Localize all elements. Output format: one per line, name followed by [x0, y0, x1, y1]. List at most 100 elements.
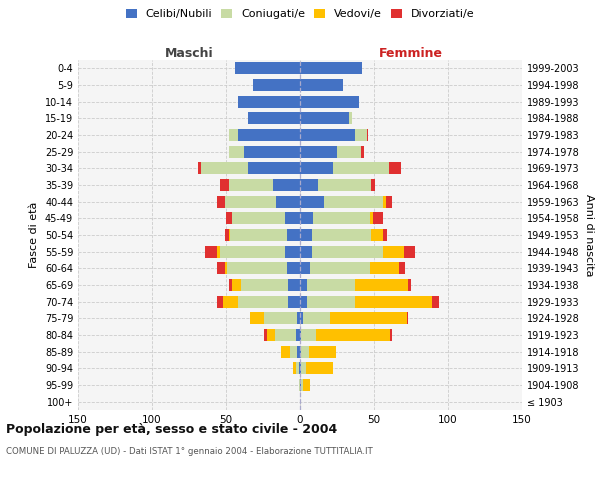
- Bar: [244, 146, 300, 158]
- Bar: [316, 329, 390, 341]
- Bar: [296, 362, 299, 374]
- Bar: [301, 362, 306, 374]
- Bar: [404, 246, 415, 258]
- Bar: [217, 296, 223, 308]
- Bar: [355, 296, 432, 308]
- Bar: [274, 179, 300, 191]
- Bar: [253, 79, 300, 91]
- Bar: [235, 62, 300, 74]
- Bar: [217, 262, 224, 274]
- Bar: [300, 179, 318, 191]
- Bar: [370, 212, 373, 224]
- Bar: [265, 312, 297, 324]
- Bar: [288, 296, 300, 308]
- Bar: [265, 329, 268, 341]
- Bar: [275, 329, 296, 341]
- Bar: [306, 362, 332, 374]
- Bar: [287, 262, 300, 274]
- Bar: [238, 129, 300, 141]
- Bar: [390, 329, 392, 341]
- Bar: [300, 279, 307, 291]
- Bar: [229, 229, 230, 241]
- Bar: [224, 196, 277, 207]
- Bar: [299, 379, 300, 391]
- Bar: [303, 312, 329, 324]
- Bar: [300, 346, 301, 358]
- Bar: [238, 296, 288, 308]
- Bar: [224, 262, 227, 274]
- Bar: [226, 212, 232, 224]
- Bar: [220, 246, 285, 258]
- Bar: [288, 279, 300, 291]
- Text: Femmine: Femmine: [379, 47, 443, 60]
- Text: Popolazione per età, sesso e stato civile - 2004: Popolazione per età, sesso e stato civil…: [6, 422, 337, 436]
- Bar: [310, 262, 370, 274]
- Bar: [307, 296, 355, 308]
- Bar: [355, 129, 367, 141]
- Bar: [296, 329, 300, 341]
- Bar: [300, 129, 355, 141]
- Bar: [232, 212, 285, 224]
- Bar: [230, 229, 287, 241]
- Bar: [238, 96, 300, 108]
- Bar: [201, 162, 248, 174]
- Bar: [223, 296, 238, 308]
- Bar: [329, 312, 407, 324]
- Bar: [250, 312, 265, 324]
- Bar: [300, 246, 312, 258]
- Bar: [293, 362, 296, 374]
- Bar: [386, 196, 392, 207]
- Bar: [301, 379, 303, 391]
- Bar: [370, 262, 399, 274]
- Bar: [307, 279, 355, 291]
- Bar: [300, 229, 312, 241]
- Bar: [220, 179, 229, 191]
- Bar: [268, 329, 275, 341]
- Bar: [297, 312, 300, 324]
- Bar: [313, 212, 370, 224]
- Bar: [300, 312, 303, 324]
- Bar: [371, 229, 383, 241]
- Bar: [229, 146, 244, 158]
- Bar: [248, 112, 300, 124]
- Bar: [300, 96, 359, 108]
- Bar: [301, 329, 316, 341]
- Bar: [300, 196, 323, 207]
- Bar: [300, 112, 349, 124]
- Bar: [248, 162, 300, 174]
- Bar: [323, 196, 383, 207]
- Text: Maschi: Maschi: [164, 47, 214, 60]
- Bar: [312, 229, 371, 241]
- Bar: [399, 262, 405, 274]
- Y-axis label: Anni di nascita: Anni di nascita: [584, 194, 593, 276]
- Bar: [277, 196, 300, 207]
- Bar: [198, 162, 201, 174]
- Bar: [303, 379, 310, 391]
- Bar: [367, 129, 368, 141]
- Bar: [408, 279, 411, 291]
- Bar: [224, 229, 229, 241]
- Bar: [229, 279, 232, 291]
- Bar: [318, 179, 371, 191]
- Bar: [300, 329, 301, 341]
- Bar: [229, 179, 274, 191]
- Bar: [355, 279, 408, 291]
- Bar: [300, 146, 337, 158]
- Y-axis label: Fasce di età: Fasce di età: [29, 202, 39, 268]
- Text: COMUNE DI PALUZZA (UD) - Dati ISTAT 1° gennaio 2004 - Elaborazione TUTTITALIA.IT: COMUNE DI PALUZZA (UD) - Dati ISTAT 1° g…: [6, 448, 373, 456]
- Bar: [232, 279, 241, 291]
- Bar: [285, 246, 300, 258]
- Legend: Celibi/Nubili, Coniugati/e, Vedovi/e, Divorziati/e: Celibi/Nubili, Coniugati/e, Vedovi/e, Di…: [122, 6, 478, 22]
- Bar: [383, 246, 404, 258]
- Bar: [300, 362, 301, 374]
- Bar: [299, 362, 300, 374]
- Bar: [217, 196, 224, 207]
- Bar: [373, 212, 383, 224]
- Bar: [312, 246, 383, 258]
- Bar: [227, 262, 287, 274]
- Bar: [432, 296, 439, 308]
- Bar: [383, 196, 386, 207]
- Bar: [337, 146, 361, 158]
- Bar: [349, 112, 352, 124]
- Bar: [383, 229, 388, 241]
